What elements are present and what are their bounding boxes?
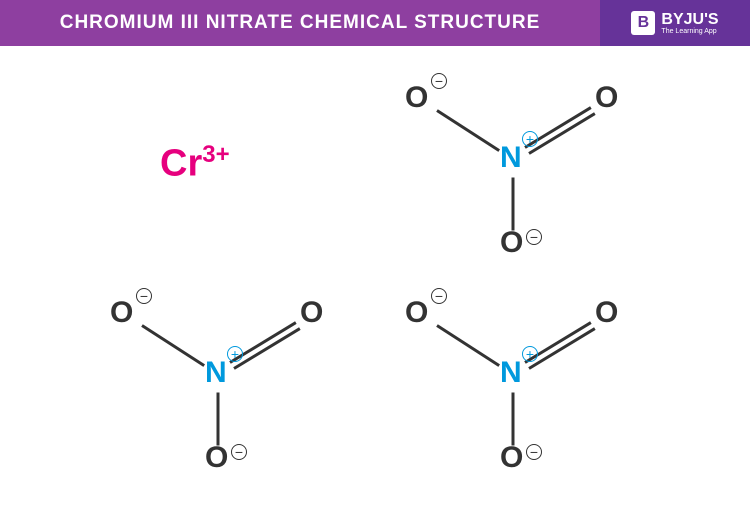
atom-o: O [500, 226, 523, 260]
charge-symbol: − [526, 444, 542, 460]
atom-o: O [405, 296, 428, 330]
atom-o: O [595, 81, 618, 115]
logo-icon: B [631, 11, 655, 35]
charge-symbol: + [227, 346, 243, 362]
charge-symbol: − [526, 229, 542, 245]
atom-n: N [500, 141, 522, 175]
logo-sub-text: The Learning App [661, 28, 718, 35]
charge-symbol: − [136, 288, 152, 304]
atom-o: O [205, 441, 228, 475]
bond-line [512, 393, 515, 446]
atom-o: O [300, 296, 323, 330]
logo-main-text: BYJU'S [661, 12, 718, 28]
logo-bar: B BYJU'S The Learning App [600, 0, 750, 46]
atom-n: N [205, 356, 227, 390]
bond-line [436, 324, 500, 367]
atom-o: O [110, 296, 133, 330]
charge-symbol: + [522, 131, 538, 147]
bond-line [528, 328, 596, 371]
bond-line [141, 324, 205, 367]
atom-o: O [405, 81, 428, 115]
charge-symbol: − [431, 73, 447, 89]
atom-o: O [595, 296, 618, 330]
cation-label: Cr3+ [160, 141, 230, 186]
diagram-content: Cr3+ O O O N − − + O O O N − − + O O O N − − + [0, 46, 750, 531]
bond-line [512, 178, 515, 231]
bond-line [217, 393, 220, 446]
charge-symbol: − [431, 288, 447, 304]
title-bar: CHROMIUM III NITRATE CHEMICAL STRUCTURE [0, 0, 600, 46]
bond-line [528, 113, 596, 156]
charge-symbol: − [231, 444, 247, 460]
charge-symbol: + [522, 346, 538, 362]
atom-o: O [500, 441, 523, 475]
bond-line [436, 109, 500, 152]
atom-n: N [500, 356, 522, 390]
bond-line [233, 328, 301, 371]
